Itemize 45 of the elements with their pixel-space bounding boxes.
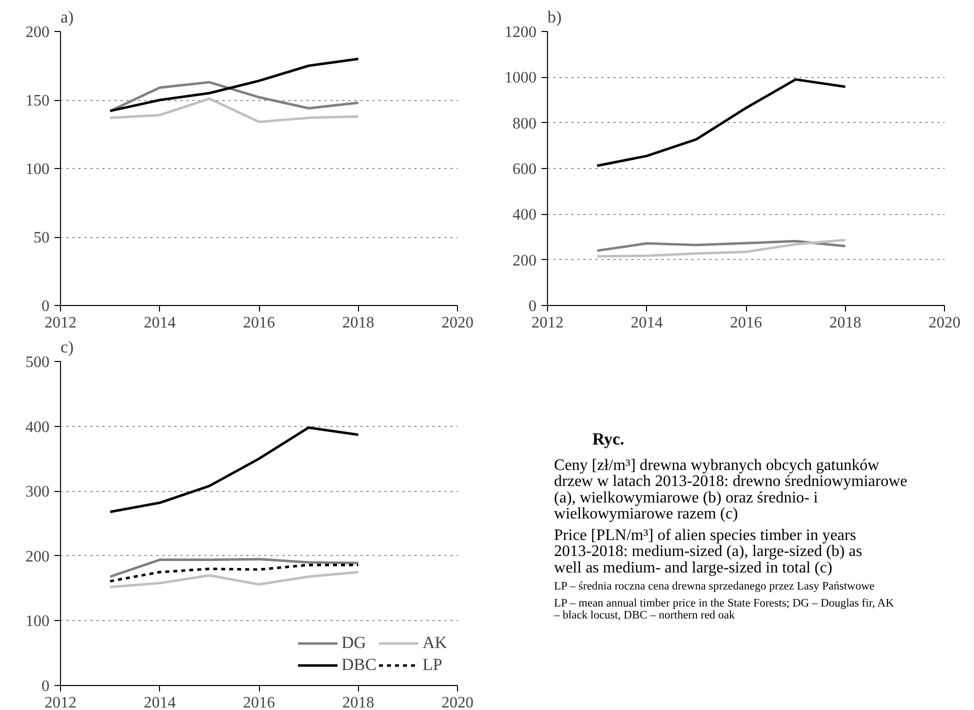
y-tick-label: 400 [512,206,536,224]
y-tick-label: 500 [26,354,50,371]
y-tick-label: 300 [26,484,50,501]
text: LP – średnia roczna cena drewna sprzedanego przez Lasy Państwowe [554,580,875,593]
x-tick-label: 2018 [829,314,862,332]
x-tick-label: 2014 [144,694,176,710]
y-tick-label: 800 [512,115,536,132]
text: LP – mean annual timber price in the State Forests; DG – Douglas fir, AK – black locust, DBC – northern red oak [553,598,895,622]
legend-label: AK [422,633,447,653]
x-tick-label: 2012 [532,314,564,332]
x-tick-label: 2020 [442,694,474,710]
y-tick-label: 0 [42,678,50,695]
legend-label: LP [422,655,442,675]
x-tick-label: 2016 [730,314,762,332]
y-tick-label: 200 [26,548,50,566]
legend-label: DG [341,633,366,653]
y-tick-label: 0 [528,298,536,315]
text: Ceny [zł/m³] drewna wybranych obcych gatunków drzew w latach 2013-2018: drewno średniowymiarowe (a), wielkowymiarowe (b) oraz średnio- i wielkowymiarowe razem (c) [554,456,908,523]
x-tick-label: 2016 [243,314,275,332]
y-tick-label: 1200 [504,24,536,41]
x-tick-label: 2018 [342,694,374,710]
x-tick-label: 2014 [144,314,176,332]
y-tick-label: 600 [512,161,536,178]
legend-label: DBC [341,655,376,675]
y-tick-label: 0 [42,298,50,315]
x-tick-label: 2018 [342,314,374,332]
chart-title: c) [60,338,74,356]
x-tick-label: 2012 [44,314,76,332]
y-tick-label: 1000 [504,70,536,87]
x-tick-label: 2020 [928,314,960,332]
x-tick-label: 2012 [44,694,76,710]
y-tick-label: 400 [26,418,50,436]
y-tick-label: 50 [34,230,50,246]
y-tick-label: 200 [512,252,536,270]
y-tick-label: 200 [26,24,50,41]
x-tick-label: 2020 [442,314,474,332]
text: Ryc. [592,430,624,449]
y-tick-label: 150 [26,92,50,110]
y-tick-label: 100 [26,161,50,178]
chart-title: a) [60,8,74,26]
y-tick-label: 100 [26,613,50,630]
text: Price [PLN/m³] of alien species timber in years 2013-2018: medium-sized (a), large-sized (b) as well as medium- and large-sized in total (c) [554,526,862,576]
x-tick-label: 2016 [243,694,275,710]
chart-title: b) [548,8,562,26]
x-tick-label: 2014 [630,314,663,332]
